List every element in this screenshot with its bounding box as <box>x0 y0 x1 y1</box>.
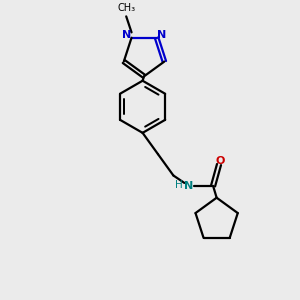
Text: N: N <box>157 30 166 40</box>
Text: N: N <box>184 181 194 191</box>
Text: H: H <box>175 180 182 190</box>
Text: CH₃: CH₃ <box>117 3 135 13</box>
Text: O: O <box>216 156 225 166</box>
Text: N: N <box>122 30 131 40</box>
